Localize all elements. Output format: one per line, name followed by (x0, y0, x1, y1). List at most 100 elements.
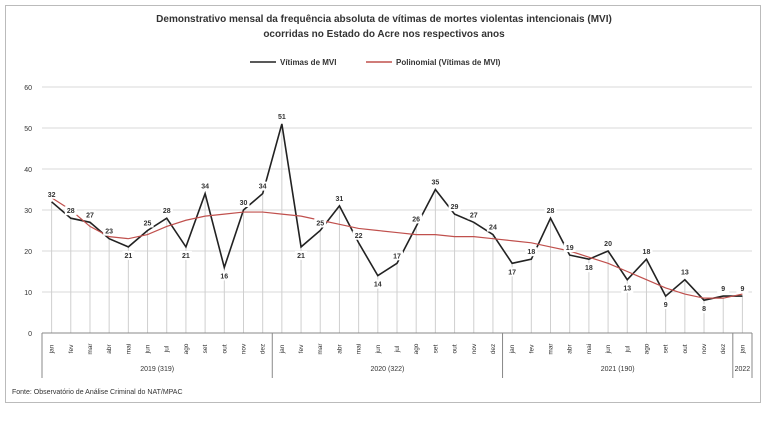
data-label-bg (506, 267, 519, 277)
y-tick-label: 30 (24, 208, 32, 215)
y-tick-label: 60 (24, 85, 32, 92)
x-tick-label: jul (164, 345, 171, 353)
x-tick-label: abr (336, 343, 343, 353)
chart-title: Demonstrativo mensal da frequência absol… (156, 14, 612, 25)
x-tick-label: out (452, 344, 459, 353)
data-label-bg (352, 230, 365, 240)
x-tick-label: ago (643, 343, 650, 354)
data-label: 34 (201, 184, 209, 191)
y-tick-label: 0 (28, 331, 32, 338)
data-label: 8 (702, 306, 706, 313)
data-label: 18 (585, 265, 593, 272)
data-label: 51 (278, 114, 286, 121)
x-tick-label: mai (586, 344, 593, 354)
y-tick-label: 50 (24, 126, 32, 133)
data-label-bg (199, 181, 212, 191)
data-label-bg (621, 283, 634, 293)
data-label-bg (678, 267, 691, 277)
y-tick-label: 20 (24, 249, 32, 256)
data-label-bg (391, 251, 403, 261)
data-label-bg (736, 284, 749, 294)
data-label-bg (698, 304, 711, 314)
data-label-bg (218, 271, 231, 281)
legend: Vítimas de MVI Polinomial (Vítimas de MV… (250, 58, 501, 67)
x-tick-label: ago (413, 343, 420, 354)
y-tick-label: 40 (24, 167, 32, 174)
x-tick-label: dez (490, 344, 497, 354)
data-label-bg (410, 214, 423, 224)
data-label: 16 (220, 273, 228, 280)
x-tick-label: dez (260, 344, 267, 354)
x-tick-label: nov (701, 343, 708, 354)
data-label: 24 (489, 225, 497, 232)
data-label: 9 (721, 286, 725, 293)
x-tick-label: out (682, 344, 689, 353)
x-tick-label: nov (240, 343, 247, 354)
data-label-bg (333, 193, 346, 203)
data-label-bg (486, 222, 499, 232)
data-label-bg (83, 210, 96, 220)
data-label-bg (582, 263, 595, 273)
data-label-bg (64, 206, 77, 216)
data-label: 18 (527, 249, 535, 256)
x-tick-label: jun (145, 344, 152, 354)
data-label: 18 (643, 249, 651, 256)
x-tick-label: jul (624, 345, 631, 353)
x-tick-label: set (432, 344, 439, 353)
data-label-bg (314, 218, 327, 228)
data-label: 17 (393, 253, 401, 260)
x-tick-label: dez (720, 344, 727, 354)
source-note: Fonte: Observatório de Análise Criminal … (12, 389, 183, 396)
data-label-bg (295, 250, 308, 260)
data-label-bg (122, 250, 135, 260)
x-tick-label: jan (509, 344, 516, 354)
group-label: 2019 (319) (140, 366, 174, 373)
data-label-bg (179, 250, 192, 260)
data-label: 13 (681, 270, 689, 277)
data-label: 27 (86, 212, 94, 219)
data-label: 28 (547, 208, 555, 215)
data-label: 20 (604, 241, 612, 248)
data-label-bg (467, 210, 480, 220)
x-tick-label: mar (317, 343, 324, 355)
legend-label-trend: Polinomial (Vítimas de MVI) (396, 58, 501, 67)
data-label: 17 (508, 269, 516, 276)
data-label: 25 (316, 221, 324, 228)
data-label: 28 (163, 208, 171, 215)
data-label: 23 (105, 229, 113, 236)
data-label-bg (448, 202, 461, 212)
data-label-bg (659, 300, 672, 310)
x-tick-label: set (202, 344, 209, 353)
x-tick-label: set (663, 344, 670, 353)
data-label-bg (563, 243, 576, 253)
y-tick-label: 10 (24, 290, 32, 297)
x-tick-label: jan (279, 344, 286, 354)
data-label: 19 (566, 245, 574, 252)
data-label-bg (275, 111, 288, 121)
legend-label-mvi: Vítimas de MVI (280, 58, 336, 67)
data-label-bg (640, 247, 653, 257)
data-label: 21 (182, 253, 190, 260)
x-tick-label: abr (106, 343, 113, 353)
x-tick-label: fev (68, 344, 75, 353)
group-label: 2020 (322) (370, 366, 404, 373)
data-label: 22 (355, 233, 363, 240)
series-line (51, 123, 743, 302)
data-label-bg (717, 284, 730, 294)
data-label-bg (544, 206, 557, 216)
data-label: 27 (470, 212, 478, 219)
data-label-bg (141, 218, 154, 228)
x-tick-label: fev (528, 344, 535, 353)
data-label: 31 (336, 196, 344, 203)
data-label-bg (429, 177, 442, 187)
x-tick-label: fev (298, 344, 305, 353)
x-tick-label: mar (548, 343, 555, 355)
data-label: 21 (124, 253, 132, 260)
x-tick-label: jun (605, 344, 612, 354)
x-tick-label: nov (471, 343, 478, 354)
data-label: 28 (67, 208, 75, 215)
data-label: 35 (431, 180, 439, 187)
data-label-bg (371, 279, 384, 289)
data-label-bg (256, 181, 269, 191)
